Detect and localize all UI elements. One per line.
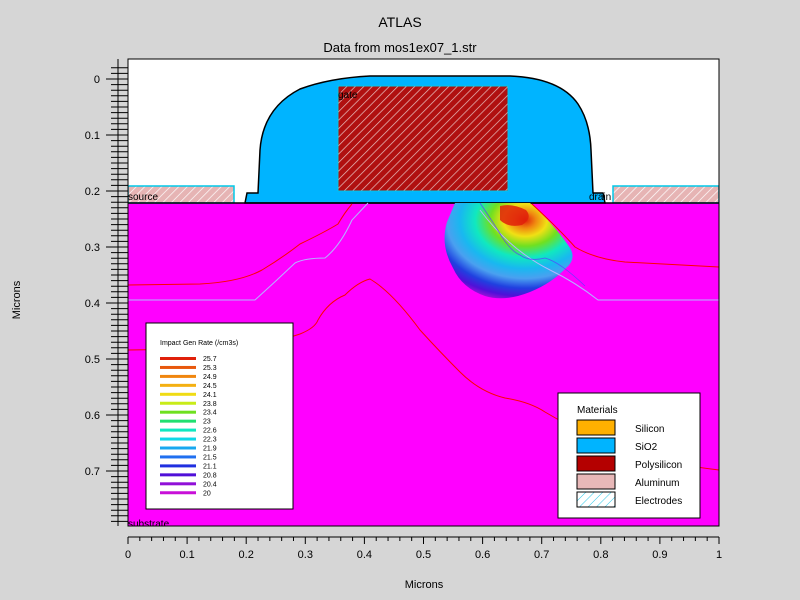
- colorbar-swatch: [160, 410, 196, 414]
- x-tick-label: 0.2: [239, 549, 254, 561]
- colorbar-swatch: [160, 482, 196, 486]
- material-swatch: [576, 455, 616, 472]
- drain-contact: [612, 185, 719, 204]
- y-tick-label: 0.3: [85, 242, 100, 254]
- colorbar-swatch: [160, 455, 196, 459]
- impact-gen-legend: Impact Gen Rate (/cm3s) 25.7 25.3 24.9 24.5…: [145, 322, 294, 510]
- x-tick-label: 0.8: [593, 549, 608, 561]
- materials-list: Silicon SiO2 Polysilicon Aluminum Electrodes: [576, 419, 682, 508]
- impact-gen-region: [444, 203, 573, 299]
- x-tick-label: 0.5: [416, 549, 431, 561]
- x-tick-label: 0.6: [475, 549, 490, 561]
- substrate-label: substrate: [128, 519, 170, 530]
- material-label: SiO2: [635, 442, 658, 453]
- plot-area: gate source drain substrate Impact Gen R…: [128, 59, 719, 530]
- x-tick-label: 0.7: [534, 549, 549, 561]
- colorbar-level-label: 21.9: [203, 446, 217, 453]
- colorbar-swatch: [160, 419, 196, 423]
- source-label: source: [128, 192, 158, 203]
- material-label: Aluminum: [635, 478, 679, 489]
- colorbar-swatch: [160, 437, 196, 441]
- y-tick-label: 0: [94, 74, 100, 86]
- material-swatch: [576, 473, 616, 490]
- colorbar: 25.7 25.3 24.9 24.5 24.1 23.8 23.4 23 22.6 22.3 21…: [160, 356, 217, 497]
- colorbar-swatch: [160, 401, 196, 405]
- colorbar-level-label: 23.8: [203, 401, 217, 408]
- y-tick-label: 0.1: [85, 130, 100, 142]
- material-label: Polysilicon: [635, 460, 682, 471]
- y-tick-label: 0.6: [85, 410, 100, 422]
- material-swatch: [576, 491, 616, 508]
- x-tick-label: 0.3: [298, 549, 313, 561]
- material-label: Electrodes: [635, 496, 682, 507]
- x-tick-label: 0: [125, 549, 131, 561]
- x-tick-label: 1: [716, 549, 722, 561]
- y-tick-label: 0.2: [85, 186, 100, 198]
- y-tick-label: 0.5: [85, 354, 100, 366]
- colorbar-level-label: 24.5: [203, 383, 217, 390]
- colorbar-swatch: [160, 446, 196, 450]
- y-tick-label: 0.4: [85, 298, 100, 310]
- chart-subtitle: Data from mos1ex07_1.str: [323, 40, 477, 55]
- colorbar-level-label: 24.9: [203, 374, 217, 381]
- x-axis: 0 0.1 0.2 0.3 0.4 0.5 0.6 0.7 0.8 0.9 1: [125, 536, 722, 561]
- colorbar-swatch: [160, 357, 196, 360]
- depletion-line: [128, 202, 719, 301]
- colorbar-swatch: [160, 365, 196, 369]
- gate-label: gate: [338, 90, 358, 101]
- colorbar-level-label: 23: [203, 419, 211, 426]
- colorbar-level-label: 22.3: [203, 437, 217, 444]
- colorbar-level-label: 25.7: [203, 356, 217, 363]
- impact-legend-box: [145, 322, 294, 510]
- colorbar-level-label: 21.1: [203, 463, 217, 470]
- colorbar-swatch: [160, 428, 196, 432]
- colorbar-level-label: 20.4: [203, 481, 217, 488]
- polysilicon-gate: [337, 85, 509, 192]
- x-tick-label: 0.9: [652, 549, 667, 561]
- material-swatch: [576, 419, 616, 436]
- colorbar-level-label: 24.1: [203, 392, 217, 399]
- impact-gen-core: [500, 205, 529, 226]
- x-axis-label: Microns: [405, 579, 444, 591]
- colorbar-level-label: 21.5: [203, 454, 217, 461]
- materials-legend-title: Materials: [577, 405, 618, 416]
- colorbar-level-label: 20: [203, 490, 211, 497]
- junction-line-upper: [128, 203, 719, 286]
- colorbar-swatch: [160, 473, 196, 477]
- colorbar-level-label: 20.8: [203, 472, 217, 479]
- colorbar-level-label: 25.3: [203, 365, 217, 372]
- y-axis-label: Microns: [11, 280, 23, 319]
- colorbar-swatch: [160, 383, 196, 387]
- x-tick-label: 0.4: [357, 549, 372, 561]
- y-tick-label: 0.7: [85, 466, 100, 478]
- colorbar-swatch: [160, 491, 196, 495]
- materials-legend: Materials Silicon SiO2 Polysilicon Aluminum…: [557, 392, 701, 519]
- colorbar-level-label: 22.6: [203, 428, 217, 435]
- drain-label: drain: [589, 192, 611, 203]
- impact-legend-title: Impact Gen Rate (/cm3s): [160, 340, 238, 347]
- gate-edge-boundary: [479, 202, 586, 287]
- material-label: Silicon: [635, 424, 664, 435]
- colorbar-level-label: 23.4: [203, 410, 217, 417]
- chart-title: ATLAS: [378, 14, 421, 30]
- x-tick-label: 0.1: [179, 549, 194, 561]
- plot-frame: [127, 58, 720, 527]
- y-axis: 0 0.1 0.2 0.3 0.4 0.5 0.6 0.7: [85, 59, 128, 526]
- colorbar-swatch: [160, 464, 196, 468]
- material-swatch: [576, 437, 616, 454]
- colorbar-swatch: [160, 392, 196, 396]
- colorbar-swatch: [160, 374, 196, 378]
